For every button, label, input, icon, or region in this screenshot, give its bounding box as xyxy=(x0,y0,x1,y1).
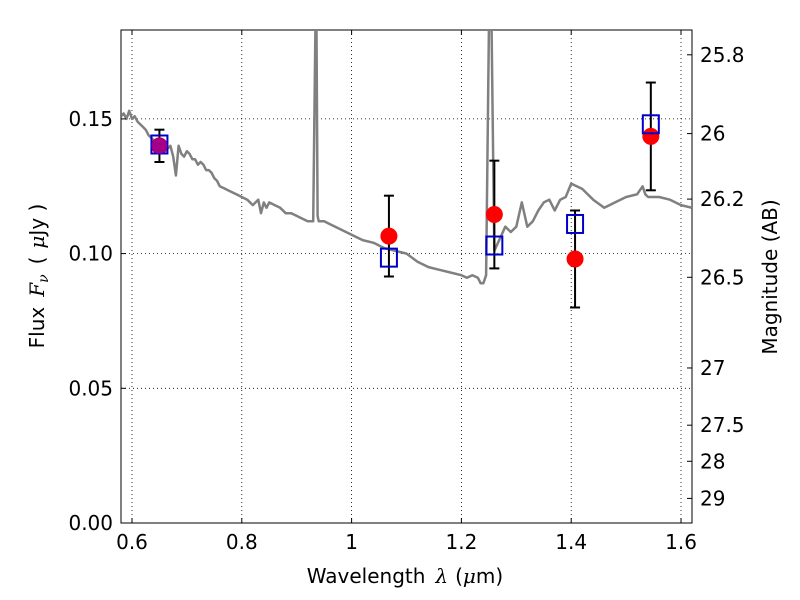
y-axis-label-unit-mu: μ xyxy=(25,236,49,249)
y-tick-label: 0.15 xyxy=(68,107,113,131)
y2-axis-label: Magnitude (AB) xyxy=(758,199,782,354)
plot-frame xyxy=(120,29,693,524)
x-axis-label-unit-open: ( xyxy=(455,564,463,588)
mag-tick-label: 28 xyxy=(700,449,725,473)
model-sed-line xyxy=(121,30,692,285)
model-photometry-point xyxy=(566,213,585,234)
model-photometry-point xyxy=(485,235,504,256)
y-axis-label-unit-rest: Jy ) xyxy=(25,204,49,238)
model-photometry-point xyxy=(379,247,398,268)
x-tick-label: 1.2 xyxy=(445,530,477,554)
model-photometry-point xyxy=(641,114,660,135)
y-axis-label-text: Flux xyxy=(25,307,49,349)
observed-flux-point xyxy=(380,227,398,245)
y-axis-label-symbol: F xyxy=(25,282,49,298)
y-tick-label: 0.10 xyxy=(68,242,113,266)
series-layer xyxy=(121,30,692,309)
magnitude-ticks: 25.8 26 26.2 26.5 27 27.5 28 29 xyxy=(687,43,745,510)
x-axis-label-unit-rest: m) xyxy=(476,564,503,588)
x-tick-label-0.6: 0.6 xyxy=(116,530,148,554)
observed-flux-point xyxy=(642,127,660,145)
y-tick-label: 0.05 xyxy=(68,376,113,400)
mag-tick-label: 27.5 xyxy=(700,413,745,437)
x-axis-label-text: Wavelength xyxy=(307,564,426,588)
y-axis-label-unit-open: ( xyxy=(25,257,49,265)
y-axis-label-subscript: ν xyxy=(36,274,52,283)
x-ticks: 0.8 1 1.2 1.4 1.6 xyxy=(131,30,697,554)
x-axis-label-symbol: λ xyxy=(434,564,448,588)
observed-flux-point xyxy=(566,250,584,268)
x-tick-label: 1.4 xyxy=(555,530,587,554)
grid-lines xyxy=(121,30,692,523)
mag-tick-label: 26 xyxy=(700,122,725,146)
y-ticks: 0.00 0.05 0.10 0.15 xyxy=(68,107,126,535)
mag-tick-label: 27 xyxy=(700,356,725,380)
y-axis-label: Flux Fν ( μJy ) xyxy=(25,204,52,349)
x-axis-label-unit-mu: μ xyxy=(463,564,476,588)
x-axis-label: Wavelength λ (μm) xyxy=(307,564,503,588)
y-tick-label: 0.00 xyxy=(68,511,113,535)
mag-tick-label: 29 xyxy=(700,486,725,510)
x-tick-label: 1.6 xyxy=(665,530,697,554)
overlap-point xyxy=(151,137,168,154)
mag-tick-label: 25.8 xyxy=(700,43,745,67)
mag-tick-label: 26.2 xyxy=(700,187,745,211)
x-tick-label: 1 xyxy=(345,530,358,554)
x-tick-label: 0.8 xyxy=(226,530,258,554)
mag-tick-label: 26.5 xyxy=(700,265,745,289)
observed-flux-point xyxy=(485,206,503,224)
